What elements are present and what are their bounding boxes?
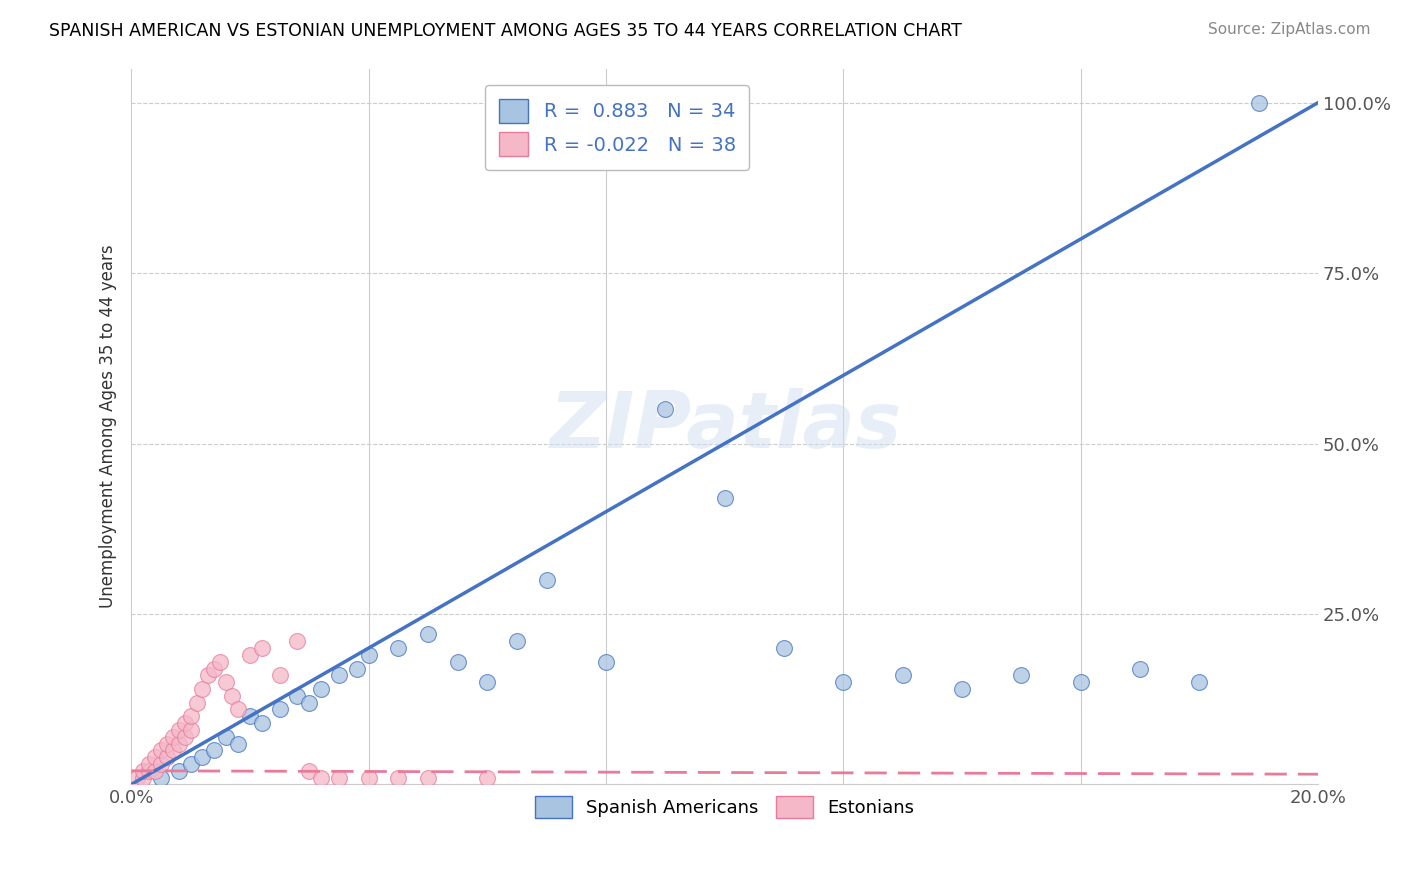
Point (149, 756, 172, 771)
Point (477, 675, 499, 690)
Point (132, 764, 155, 778)
Point (1010, 668, 1032, 682)
Point (239, 648, 262, 662)
Point (446, 655, 468, 669)
Point (387, 771, 409, 785)
Point (202, 661, 225, 675)
Point (477, 771, 499, 785)
Point (328, 771, 350, 785)
Point (1247, 95, 1270, 110)
Point (191, 750, 214, 764)
Point (595, 655, 617, 669)
Point (226, 737, 249, 751)
Point (138, 756, 160, 771)
Legend: Spanish Americans, Estonians: Spanish Americans, Estonians (529, 789, 921, 825)
Point (1188, 675, 1211, 690)
Point (287, 634, 309, 648)
Point (138, 764, 160, 778)
Point (298, 764, 321, 778)
Point (180, 756, 202, 771)
Point (891, 668, 914, 682)
Point (143, 764, 166, 778)
Text: SPANISH AMERICAN VS ESTONIAN UNEMPLOYMENT AMONG AGES 35 TO 44 YEARS CORRELATION : SPANISH AMERICAN VS ESTONIAN UNEMPLOYMEN… (49, 22, 962, 40)
Point (156, 750, 179, 764)
Point (269, 702, 291, 716)
Point (180, 709, 202, 723)
Point (1129, 661, 1152, 675)
Point (506, 634, 529, 648)
Point (173, 730, 195, 744)
Point (143, 750, 166, 764)
Point (149, 771, 172, 785)
Point (167, 737, 190, 751)
Point (654, 402, 676, 417)
Point (773, 641, 796, 656)
Point (167, 723, 190, 737)
Point (536, 573, 558, 587)
Text: ZIPatlas: ZIPatlas (548, 389, 901, 465)
Point (950, 681, 973, 696)
Point (328, 668, 350, 682)
Point (357, 771, 380, 785)
Point (202, 743, 225, 757)
Point (191, 681, 214, 696)
Point (309, 681, 332, 696)
Point (162, 730, 184, 744)
Point (167, 764, 190, 778)
Point (127, 771, 149, 785)
Point (346, 661, 368, 675)
Y-axis label: Unemployment Among Ages 35 to 44 years: Unemployment Among Ages 35 to 44 years (100, 244, 117, 608)
Point (226, 702, 249, 716)
Point (250, 716, 273, 731)
Point (180, 723, 202, 737)
Point (832, 675, 855, 690)
Point (221, 689, 243, 703)
Point (215, 730, 238, 744)
Point (416, 771, 439, 785)
Point (287, 689, 309, 703)
Point (239, 709, 262, 723)
Point (309, 771, 332, 785)
Point (713, 491, 735, 505)
Point (186, 696, 208, 710)
Point (269, 668, 291, 682)
Point (298, 696, 321, 710)
Point (357, 648, 380, 662)
Point (132, 771, 155, 785)
Point (156, 737, 179, 751)
Point (250, 641, 273, 656)
Point (215, 675, 238, 690)
Point (197, 668, 219, 682)
Point (209, 655, 232, 669)
Text: Source: ZipAtlas.com: Source: ZipAtlas.com (1208, 22, 1371, 37)
Point (162, 743, 184, 757)
Point (387, 641, 409, 656)
Point (149, 743, 172, 757)
Point (173, 716, 195, 731)
Point (1070, 675, 1092, 690)
Point (416, 627, 439, 641)
